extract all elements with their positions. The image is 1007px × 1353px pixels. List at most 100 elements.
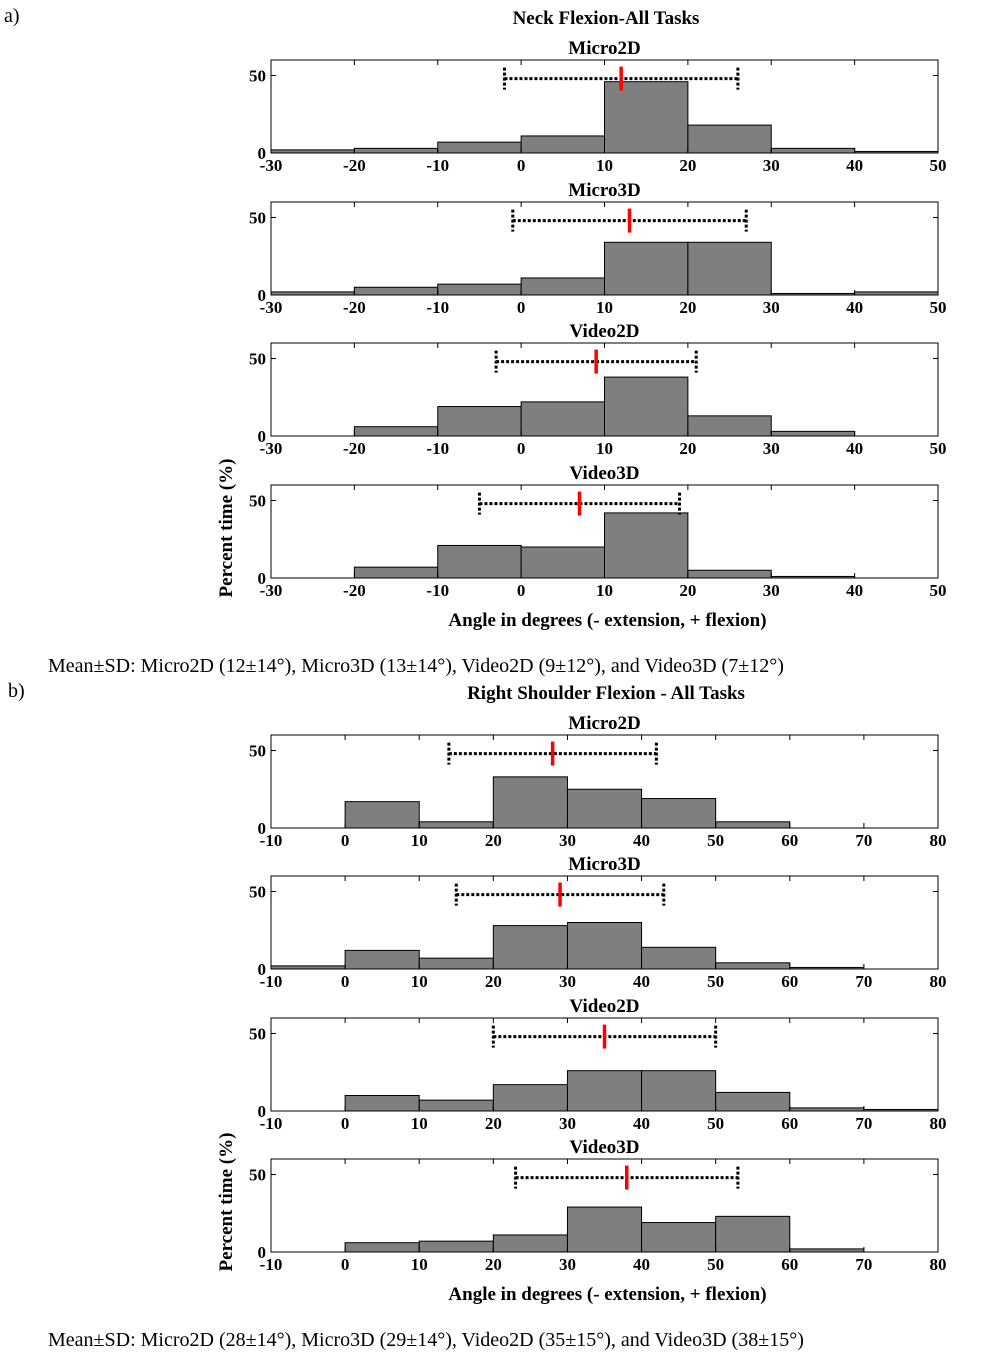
histogram-bar: [715, 821, 791, 829]
histogram-bar: [604, 81, 689, 154]
histogram-bar: [641, 946, 717, 970]
y-tick-label: 0: [258, 427, 267, 446]
x-tick-label: 0: [517, 581, 526, 600]
subplot-title: Video3D: [569, 1137, 639, 1158]
x-tick-label: 30: [763, 298, 780, 317]
x-tick-label: 30: [559, 972, 576, 991]
x-tick-label: 10: [596, 156, 613, 175]
y-tick-label: 0: [258, 819, 267, 838]
histogram-bar: [520, 135, 605, 154]
panel-label-b: b): [8, 680, 25, 702]
histogram-bar: [715, 1091, 791, 1112]
histogram-bar: [353, 566, 439, 579]
y-tick-label: 50: [249, 67, 266, 86]
y-tick-label: 50: [249, 742, 266, 761]
x-tick-label: 30: [763, 439, 780, 458]
x-tick-label: 10: [411, 831, 428, 850]
x-tick-label: 40: [846, 298, 863, 317]
x-tick-label: 10: [596, 581, 613, 600]
y-tick-label: 0: [258, 286, 267, 305]
x-tick-label: 40: [633, 972, 650, 991]
x-tick-label: 60: [781, 972, 798, 991]
x-tick-label: 80: [930, 972, 947, 991]
x-tick-label: 60: [781, 1255, 798, 1274]
figure-a-caption: Mean±SD: Micro2D (12±14°), Micro3D (13±1…: [48, 655, 784, 677]
histogram-bar: [604, 512, 689, 579]
x-tick-label: 50: [707, 1255, 724, 1274]
subplot-title: Video2D: [569, 321, 639, 342]
histogram-bar: [437, 544, 522, 579]
histogram-bar: [344, 801, 420, 829]
x-tick-label: -20: [343, 156, 366, 175]
x-tick-label: 40: [633, 1255, 650, 1274]
histogram-bar: [687, 569, 772, 579]
x-tick-label: 50: [707, 1114, 724, 1133]
x-tick-label: 40: [846, 581, 863, 600]
x-axis-label: Angle in degrees (- extension, + flexion…: [448, 610, 766, 631]
histogram-bar: [566, 922, 643, 970]
x-tick-label: 20: [679, 156, 696, 175]
x-tick-label: 0: [517, 298, 526, 317]
figure-b-title: Right Shoulder Flexion - All Tasks: [467, 683, 745, 704]
x-tick-label: 70: [855, 831, 872, 850]
chart-a-4: Video3D -30 -20 -10 0 10 20 30 40 50 0 50 Angle in d…: [216, 459, 947, 631]
x-tick-label: -10: [260, 1255, 283, 1274]
subplot-title: Micro2D: [568, 38, 640, 59]
subplot-title: Video2D: [569, 996, 639, 1017]
y-tick-label: 50: [249, 1025, 266, 1044]
x-tick-label: 40: [846, 156, 863, 175]
histogram-bar: [492, 1084, 568, 1112]
x-tick-label: 20: [485, 1255, 502, 1274]
x-tick-label: -10: [426, 156, 449, 175]
histogram-bar: [687, 124, 772, 154]
histogram-bar: [687, 415, 772, 437]
histogram-bar: [687, 241, 772, 296]
histogram-bar: [566, 1070, 643, 1112]
x-tick-label: 50: [930, 439, 947, 458]
x-tick-label: 30: [559, 1114, 576, 1133]
y-tick-label: 50: [249, 883, 266, 902]
x-axis-label: Angle in degrees (- extension, + flexion…: [448, 1284, 766, 1305]
x-tick-label: 0: [341, 972, 350, 991]
histogram-bar: [641, 798, 717, 829]
x-tick-label: 50: [930, 298, 947, 317]
histogram-bar: [344, 1242, 420, 1253]
x-tick-label: -10: [260, 972, 283, 991]
x-tick-label: 70: [855, 1255, 872, 1274]
subplot-title: Micro3D: [568, 180, 640, 201]
histogram-bar: [344, 949, 420, 970]
histogram-bar: [641, 1222, 717, 1253]
x-tick-label: 0: [341, 831, 350, 850]
x-tick-label: 10: [411, 972, 428, 991]
x-tick-label: 10: [411, 1114, 428, 1133]
x-tick-label: 50: [707, 831, 724, 850]
axes-frame: [270, 875, 939, 970]
x-tick-label: 30: [559, 831, 576, 850]
x-tick-label: 20: [679, 298, 696, 317]
x-tick-label: 60: [781, 831, 798, 850]
histogram-bar: [437, 406, 522, 437]
subplot-title: Video3D: [569, 463, 639, 484]
x-tick-label: 60: [781, 1114, 798, 1133]
histogram-bar: [353, 286, 439, 296]
x-tick-label: 0: [341, 1255, 350, 1274]
histogram-bar: [418, 1240, 494, 1253]
chart-a-1: Micro2D -30 -20 -10 0 10 20 30 40 50 0 50: [249, 38, 947, 175]
x-tick-label: 10: [596, 298, 613, 317]
x-tick-label: -30: [260, 298, 283, 317]
y-tick-label: 50: [249, 209, 266, 228]
x-tick-label: 40: [846, 439, 863, 458]
x-tick-label: 0: [341, 1114, 350, 1133]
x-tick-label: 30: [763, 156, 780, 175]
histogram-bar: [492, 1234, 568, 1253]
x-tick-label: 20: [485, 1114, 502, 1133]
histogram-bar: [353, 147, 439, 154]
x-tick-label: 80: [930, 831, 947, 850]
x-tick-label: 50: [930, 581, 947, 600]
y-tick-label: 50: [249, 350, 266, 369]
subplot-title: Micro3D: [568, 854, 640, 875]
x-tick-label: 70: [855, 972, 872, 991]
